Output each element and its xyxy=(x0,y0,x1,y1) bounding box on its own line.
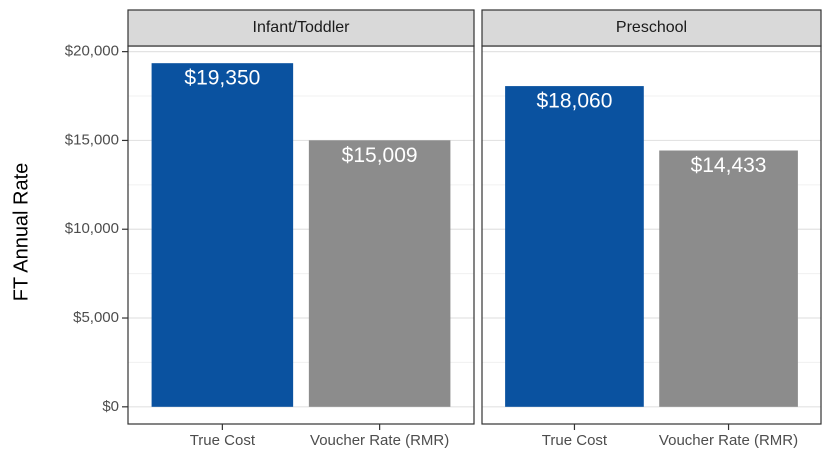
bar xyxy=(505,86,644,407)
x-tick-label: True Cost xyxy=(542,432,608,449)
x-tick-label: Voucher Rate (RMR) xyxy=(310,432,449,449)
value-label: $18,060 xyxy=(536,90,612,113)
y-tick-label: $5,000 xyxy=(73,309,119,326)
bar xyxy=(659,150,798,407)
y-axis-title: FT Annual Rate xyxy=(10,163,32,302)
strip-title: Infant/Toddler xyxy=(253,19,351,36)
strip-title: Preschool xyxy=(616,19,687,36)
value-label: $14,433 xyxy=(691,154,767,177)
bar xyxy=(308,140,451,407)
strip xyxy=(481,9,822,47)
y-tick-label: $20,000 xyxy=(65,43,119,60)
x-tick-label: Voucher Rate (RMR) xyxy=(659,432,798,449)
value-label: $15,009 xyxy=(342,144,418,167)
x-tick-label: True Cost xyxy=(190,432,256,449)
y-tick-label: $0 xyxy=(102,398,119,415)
bar xyxy=(151,63,294,407)
y-tick-label: $10,000 xyxy=(65,220,119,237)
value-label: $19,350 xyxy=(184,67,260,90)
strip xyxy=(127,9,475,47)
y-tick-label: $15,000 xyxy=(65,131,119,148)
